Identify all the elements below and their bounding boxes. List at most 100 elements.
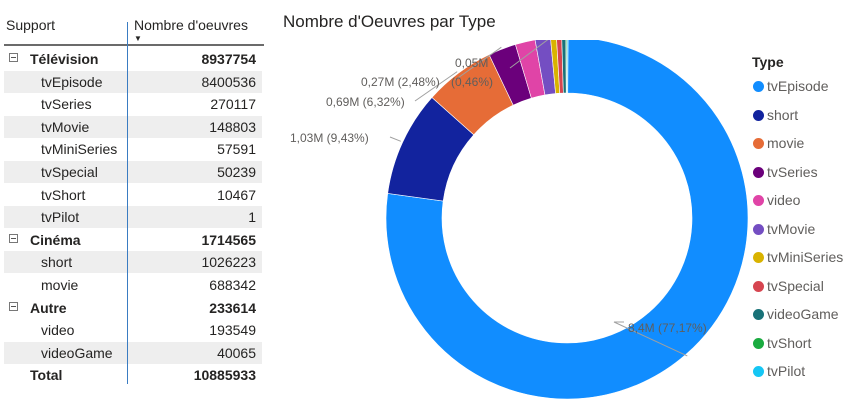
row-value: 193549: [209, 322, 256, 339]
row-value: 10885933: [193, 367, 256, 384]
legend-item[interactable]: video: [753, 192, 800, 208]
legend-label: tvMovie: [767, 220, 816, 237]
row-label: tvSeries: [41, 96, 92, 113]
donut-chart: 8,4M (77,17%) 1,03M (9,43%) 0,69M (6,32%) 0…: [290, 40, 749, 400]
row-label: tvEpisode: [41, 73, 103, 90]
table-row[interactable]: tvSpecial 50239: [4, 161, 262, 183]
row-label: tvSpecial: [41, 164, 98, 180]
row-value: 40065: [217, 344, 256, 361]
table-row[interactable]: videoGame 40065: [4, 341, 262, 364]
donut-slice-tvEpisode[interactable]: [385, 40, 749, 400]
row-label: Total: [30, 367, 63, 384]
sort-descending-icon[interactable]: ▼: [134, 34, 142, 43]
row-value: 1714565: [201, 231, 256, 248]
legend-label: tvSpecial: [767, 277, 824, 294]
legend-label: tvMiniSeries: [767, 249, 844, 265]
legend-label: tvShort: [767, 334, 812, 351]
legend-item[interactable]: tvMovie: [753, 221, 815, 237]
legend-title: Type: [752, 54, 784, 70]
column-header-count[interactable]: Nombre d'oeuvres: [134, 17, 248, 33]
data-label: (0,46%): [451, 75, 493, 89]
donut-slice-tvPilot[interactable]: [566, 40, 569, 94]
row-value: 148803: [209, 118, 256, 135]
legend-item[interactable]: tvSpecial: [753, 278, 824, 294]
table-row[interactable]: tvEpisode 8400536: [4, 70, 262, 93]
group-row[interactable]: Cinéma 1714565: [4, 229, 262, 251]
table-row[interactable]: tvMiniSeries 57591: [4, 138, 262, 160]
legend-item[interactable]: tvMiniSeries: [753, 249, 843, 265]
leader-line: [509, 40, 549, 69]
table-row[interactable]: video 193549: [4, 319, 262, 341]
collapse-icon[interactable]: [9, 301, 18, 311]
data-label: 0,69M (6,32%): [326, 95, 405, 109]
group-row[interactable]: Autre 233614: [4, 297, 262, 319]
legend-label: videoGame: [767, 306, 839, 322]
legend-marker-icon: [753, 138, 764, 149]
leader-line: [613, 321, 688, 357]
legend-item[interactable]: videoGame: [753, 306, 839, 322]
legend-label: movie: [767, 135, 805, 151]
legend-marker-icon: [753, 337, 764, 349]
row-label: Cinéma: [30, 231, 81, 248]
table-row[interactable]: short 1026223: [4, 251, 262, 274]
chart-title: Nombre d'Oeuvres par Type: [283, 12, 496, 31]
row-label: tvPilot: [41, 209, 80, 226]
legend-marker-icon: [753, 109, 764, 121]
legend-marker-icon: [753, 166, 764, 178]
legend-label: video: [767, 192, 801, 208]
data-label: 0,05M: [455, 56, 488, 70]
row-label: tvMovie: [41, 118, 90, 135]
legend-item[interactable]: tvSeries: [753, 164, 818, 180]
header-divider: [4, 44, 264, 46]
legend-item[interactable]: short: [753, 107, 798, 123]
legend-label: short: [767, 106, 799, 123]
row-label: tvMiniSeries: [41, 141, 118, 158]
legend-marker-icon: [753, 195, 764, 206]
table-row[interactable]: movie 688342: [4, 274, 262, 296]
row-value: 8400536: [201, 73, 256, 90]
table-row[interactable]: tvSeries 270117: [4, 93, 262, 115]
collapse-icon[interactable]: [9, 53, 18, 62]
column-divider: [127, 22, 128, 384]
row-label: tvShort: [41, 186, 86, 203]
group-row[interactable]: Télévision 8937754: [4, 48, 262, 70]
collapse-icon[interactable]: [9, 233, 18, 243]
legend-marker-icon: [753, 223, 764, 235]
legend-marker-icon: [753, 252, 764, 263]
legend-marker-icon: [753, 366, 764, 377]
leader-line: [454, 46, 502, 81]
row-label: video: [41, 322, 75, 339]
table-row[interactable]: tvMovie 148803: [4, 115, 262, 138]
data-label: 1,03M (9,43%): [290, 131, 369, 145]
row-value: 10467: [217, 186, 256, 203]
row-value: 50239: [217, 164, 256, 180]
row-value: 57591: [217, 141, 256, 158]
column-header-support[interactable]: Support: [6, 17, 56, 33]
row-label: short: [41, 254, 73, 271]
leader-line: [389, 136, 402, 142]
data-label: 8,4M (77,17%): [628, 321, 707, 335]
table-row[interactable]: tvPilot 1: [4, 206, 262, 229]
row-value: 233614: [209, 299, 256, 316]
row-value: 1: [248, 209, 256, 226]
table-row[interactable]: tvShort 10467: [4, 184, 262, 206]
row-label: movie: [41, 277, 79, 293]
legend-marker-icon: [753, 309, 764, 320]
leader-line: [414, 71, 458, 102]
legend-marker-icon: [753, 280, 764, 292]
row-value: 1026223: [201, 254, 256, 271]
total-row[interactable]: Total 10885933: [4, 364, 262, 386]
row-value: 8937754: [201, 51, 256, 67]
legend-item[interactable]: movie: [753, 135, 804, 151]
legend-label: tvEpisode: [767, 78, 829, 94]
row-value: 270117: [210, 96, 256, 113]
matrix-table: Support Nombre d'oeuvres ▼ Télévision 893…: [0, 0, 268, 401]
data-label: 0,27M (2,48%): [361, 75, 440, 89]
legend-label: tvPilot: [767, 363, 806, 379]
row-label: videoGame: [41, 344, 113, 361]
legend-label: tvSeries: [767, 163, 818, 180]
legend-marker-icon: [753, 81, 764, 92]
legend-item[interactable]: tvPilot: [753, 363, 805, 379]
legend-item[interactable]: tvShort: [753, 335, 811, 351]
legend-item[interactable]: tvEpisode: [753, 78, 828, 94]
